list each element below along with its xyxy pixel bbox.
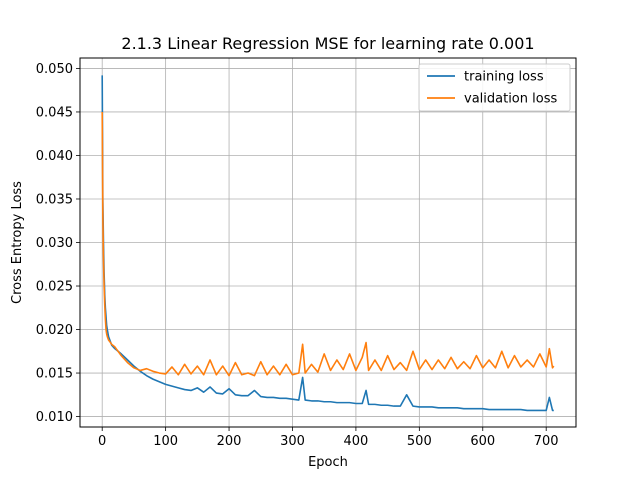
y-tick-label: 0.045 [36,105,73,120]
x-tick-label: 600 [470,434,495,449]
legend: training loss validation loss [418,63,571,112]
y-axis-label: Cross Entropy Loss [10,181,25,304]
y-tick-label: 0.025 [36,280,73,295]
x-tick-label: 500 [407,434,432,449]
y-tick-label: 0.020 [36,323,73,338]
legend-entry-label: validation loss [464,92,557,107]
x-tick-label: 0 [98,434,106,449]
y-tick-label: 0.050 [36,62,73,77]
x-tick-label: 400 [343,434,368,449]
x-tick-label: 700 [534,434,559,449]
y-tick-label: 0.010 [36,410,73,425]
y-tick-label: 0.035 [36,192,73,207]
y-tick-label: 0.015 [36,367,73,382]
y-tick-label: 0.040 [36,149,73,164]
axis-ticks: 0 100 200 300 400 500 600 700 0.010 0.015 0.020 0.0… [36,62,559,449]
x-axis-label: Epoch [308,455,348,470]
series-lines [101,75,555,412]
legend-box [418,63,571,112]
y-tick-label: 0.030 [36,236,73,251]
series-line-training-loss [101,75,554,412]
legend-entry-label: training loss [464,70,544,85]
series-line-validation-loss [101,111,555,377]
x-tick-label: 200 [217,434,242,449]
x-tick-label: 300 [280,434,305,449]
chart-title: 2.1.3 Linear Regression MSE for learning… [121,34,534,53]
x-tick-label: 100 [153,434,178,449]
